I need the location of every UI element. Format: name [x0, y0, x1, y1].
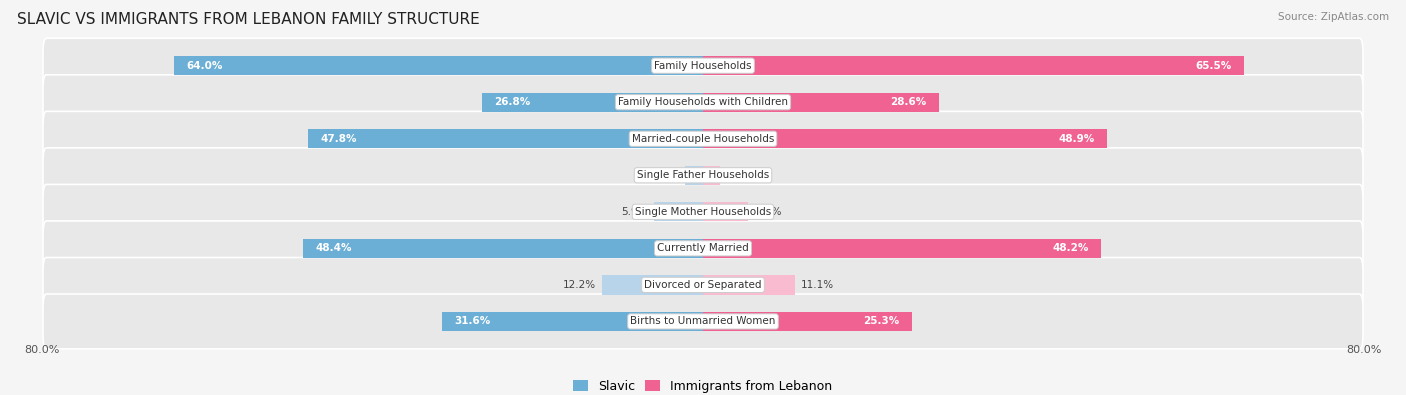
Text: 5.9%: 5.9% — [621, 207, 648, 217]
Text: 48.4%: 48.4% — [315, 243, 352, 253]
Text: 2.0%: 2.0% — [725, 170, 752, 180]
Text: Married-couple Households: Married-couple Households — [631, 134, 775, 144]
Text: Family Households with Children: Family Households with Children — [619, 97, 787, 107]
Text: 28.6%: 28.6% — [890, 97, 927, 107]
Text: 2.2%: 2.2% — [652, 170, 678, 180]
Text: Family Households: Family Households — [654, 61, 752, 71]
Bar — [703, 202, 748, 222]
Text: Source: ZipAtlas.com: Source: ZipAtlas.com — [1278, 12, 1389, 22]
Text: 47.8%: 47.8% — [321, 134, 357, 144]
Bar — [703, 166, 720, 185]
Text: 48.2%: 48.2% — [1052, 243, 1088, 253]
Text: Divorced or Separated: Divorced or Separated — [644, 280, 762, 290]
Bar — [703, 56, 1244, 75]
Text: 25.3%: 25.3% — [863, 316, 900, 326]
FancyBboxPatch shape — [44, 75, 1362, 130]
Text: 11.1%: 11.1% — [801, 280, 834, 290]
Bar — [174, 56, 703, 75]
Text: Single Father Households: Single Father Households — [637, 170, 769, 180]
FancyBboxPatch shape — [44, 38, 1362, 93]
Text: 65.5%: 65.5% — [1195, 61, 1232, 71]
Text: Single Mother Households: Single Mother Households — [636, 207, 770, 217]
FancyBboxPatch shape — [44, 294, 1362, 349]
FancyBboxPatch shape — [44, 184, 1362, 239]
Bar — [703, 275, 794, 295]
Bar — [482, 92, 703, 112]
Text: 12.2%: 12.2% — [562, 280, 596, 290]
Text: Currently Married: Currently Married — [657, 243, 749, 253]
Bar — [441, 312, 703, 331]
FancyBboxPatch shape — [44, 258, 1362, 312]
Text: 31.6%: 31.6% — [454, 316, 491, 326]
Text: 5.5%: 5.5% — [755, 207, 782, 217]
Bar — [703, 239, 1101, 258]
Legend: Slavic, Immigrants from Lebanon: Slavic, Immigrants from Lebanon — [568, 375, 838, 395]
Bar — [602, 275, 703, 295]
Bar — [703, 92, 939, 112]
FancyBboxPatch shape — [44, 148, 1362, 203]
Bar — [685, 166, 703, 185]
Bar — [654, 202, 703, 222]
Text: 26.8%: 26.8% — [494, 97, 530, 107]
Bar — [703, 312, 912, 331]
Text: Births to Unmarried Women: Births to Unmarried Women — [630, 316, 776, 326]
Text: 64.0%: 64.0% — [187, 61, 224, 71]
Bar — [304, 239, 703, 258]
Bar — [308, 129, 703, 149]
Bar — [703, 129, 1107, 149]
FancyBboxPatch shape — [44, 221, 1362, 276]
Text: 48.9%: 48.9% — [1059, 134, 1094, 144]
Text: SLAVIC VS IMMIGRANTS FROM LEBANON FAMILY STRUCTURE: SLAVIC VS IMMIGRANTS FROM LEBANON FAMILY… — [17, 12, 479, 27]
FancyBboxPatch shape — [44, 111, 1362, 166]
